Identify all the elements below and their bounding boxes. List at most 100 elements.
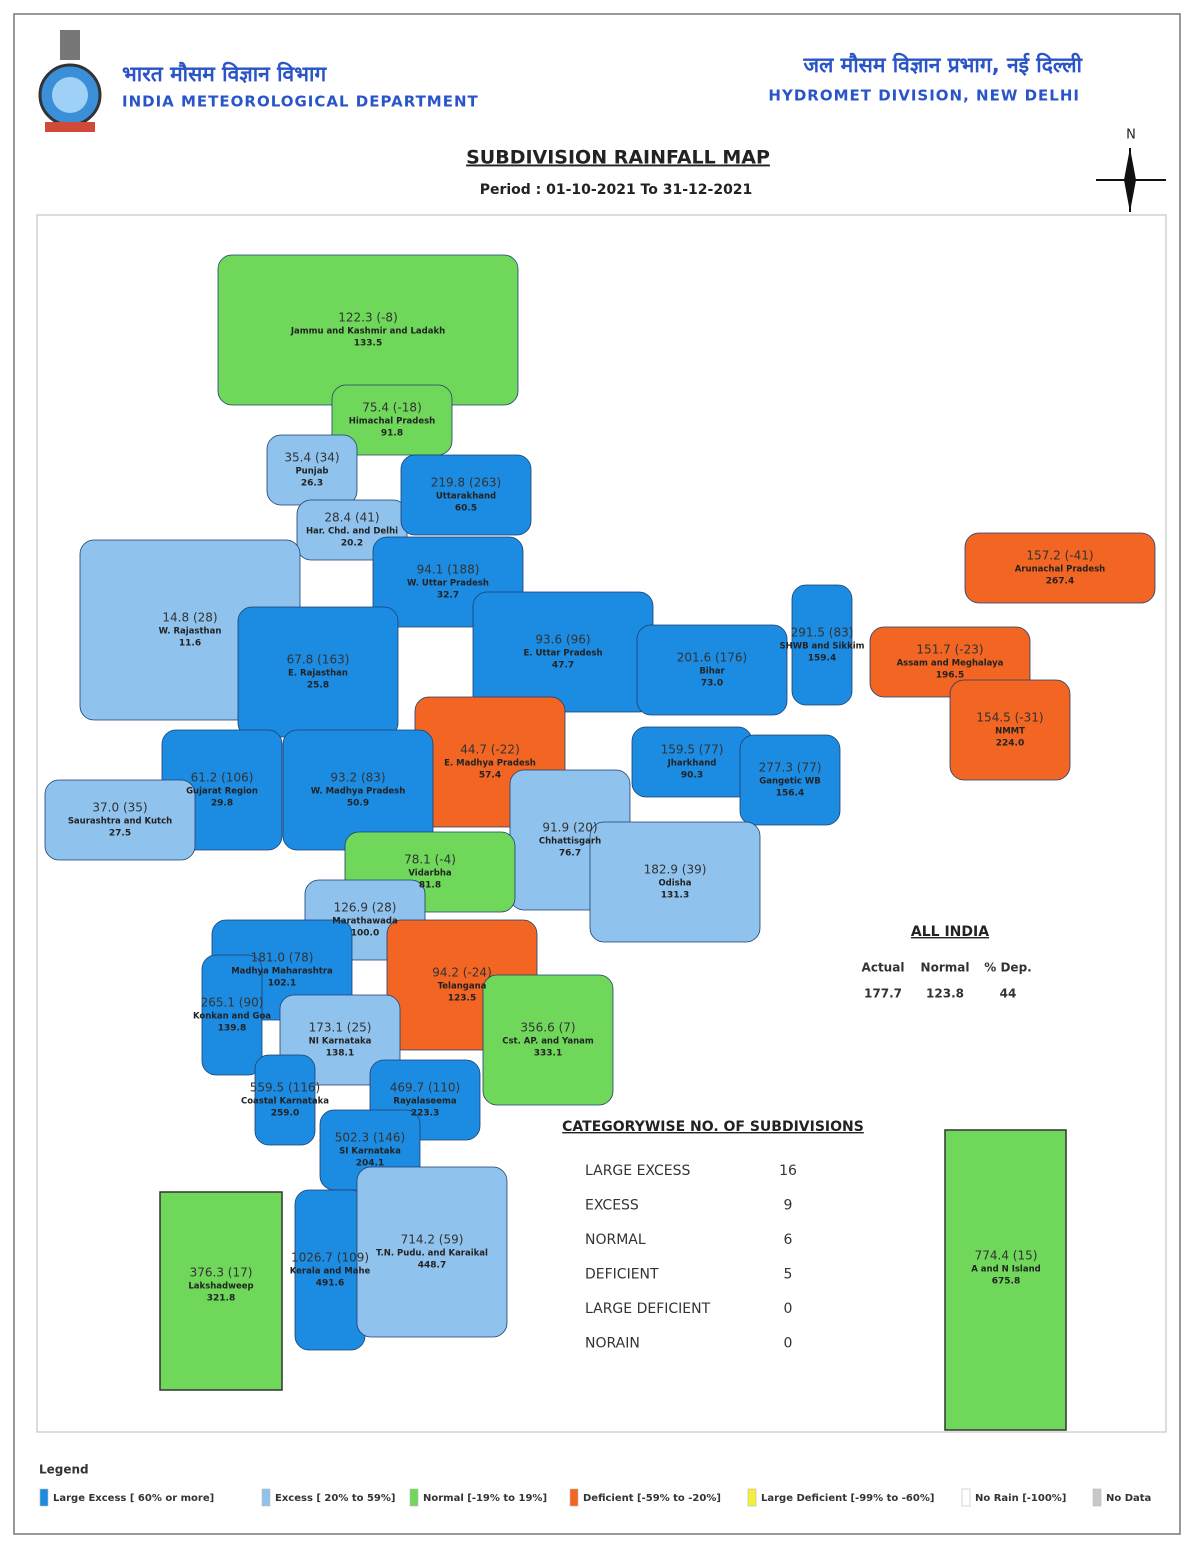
subdivision-stat: 157.2 (-41) — [1026, 549, 1093, 563]
subdivision-stat: 93.6 (96) — [535, 633, 590, 647]
subdivision-name: Vidarbha — [408, 869, 451, 879]
subdivision-name: NI Karnataka — [309, 1037, 372, 1047]
map-frame — [36, 214, 1167, 1433]
subdivision-stat: 159.5 (77) — [661, 743, 724, 757]
subdivision-stat: 774.4 (15) — [975, 1249, 1038, 1263]
subdivision-region — [482, 974, 614, 1106]
subdivision-normal: 196.5 — [936, 671, 964, 681]
region-labels: 122.3 (-8) Jammu and Kashmir and Ladakh 13… — [68, 311, 1105, 1304]
imd-logo — [38, 30, 102, 132]
subdivision-name: E. Uttar Pradesh — [523, 649, 602, 659]
legend-label: Normal [-19% to 19%] — [423, 1493, 547, 1504]
subdivision-normal: 223.3 — [411, 1109, 439, 1119]
subdivision-name: Jammu and Kashmir and Ladakh — [290, 327, 445, 337]
island-box — [944, 1129, 1067, 1431]
subdivision-stat: 126.9 (28) — [334, 901, 397, 915]
subdivision-stat: 94.1 (188) — [417, 563, 480, 577]
subdivision-region — [331, 384, 453, 456]
subdivision-name: Telangana — [438, 982, 487, 992]
subdivision-name: Har. Chd. and Delhi — [306, 527, 398, 537]
subdivision-normal: 91.8 — [381, 429, 403, 439]
subdivision-normal: 25.8 — [307, 681, 329, 691]
subdivision-name: Rayalaseema — [393, 1097, 456, 1107]
category-title: CATEGORYWISE NO. OF SUBDIVISIONS — [562, 1119, 864, 1135]
subdivision-name: Gangetic WB — [759, 777, 820, 787]
header-hindi-right: जल मौसम विज्ञान प्रभाग, नई दिल्ली — [803, 52, 1084, 77]
category-label: LARGE EXCESS — [585, 1163, 690, 1179]
subdivision-stat: 151.7 (-23) — [916, 643, 983, 657]
subdivision-normal: 60.5 — [455, 504, 477, 514]
subdivision-region — [254, 1054, 316, 1146]
subdivision-region — [589, 821, 761, 943]
legend-label: Excess [ 20% to 59%] — [275, 1493, 395, 1504]
category-count: 9 — [784, 1198, 793, 1214]
subdivision-name: W. Uttar Pradesh — [407, 579, 489, 589]
subdivision-stat: 714.2 (59) — [401, 1233, 464, 1247]
subdivision-name: Madhya Maharashtra — [231, 967, 333, 977]
subdivision-name: Saurashtra and Kutch — [68, 817, 172, 827]
subdivision-stat: 502.3 (146) — [335, 1131, 405, 1145]
subdivision-normal: 29.8 — [211, 799, 233, 809]
subdivision-stat: 28.4 (41) — [324, 511, 379, 525]
subdivision-normal: 100.0 — [351, 929, 379, 939]
page-frame — [13, 13, 1181, 1535]
subdivision-name: Lakshadweep — [188, 1282, 253, 1292]
subdivision-normal: 448.7 — [418, 1261, 446, 1271]
subdivision-name: NMMT — [995, 727, 1025, 737]
all-india-title: ALL INDIA — [911, 924, 989, 940]
subdivision-name: Assam and Meghalaya — [897, 659, 1004, 669]
subdivision-stat: 37.0 (35) — [92, 801, 147, 815]
all-india-header: Normal — [921, 961, 970, 975]
legend-swatch — [1092, 1488, 1102, 1507]
subdivision-stat: 94.2 (-24) — [432, 966, 492, 980]
legend: Large Excess [ 60% or more] Excess [ 20% … — [39, 1488, 1151, 1507]
legend-swatch — [261, 1488, 271, 1507]
subdivision-name: Chhattisgarh — [539, 837, 601, 847]
regions — [44, 254, 1156, 1431]
legend-label: Large Deficient [-99% to -60%] — [761, 1493, 934, 1504]
subdivision-stat: 181.0 (78) — [251, 951, 314, 965]
subdivision-normal: 159.4 — [808, 654, 836, 664]
subdivision-normal: 47.7 — [552, 661, 574, 671]
subdivision-stat: 291.5 (83) — [791, 626, 854, 640]
subdivision-region — [400, 454, 532, 536]
category-count: 0 — [784, 1336, 793, 1352]
subdivision-name: Uttarakhand — [436, 492, 496, 502]
subdivision-name: W. Rajasthan — [159, 627, 222, 637]
subdivision-stat: 61.2 (106) — [191, 771, 254, 785]
category-label: EXCESS — [585, 1198, 639, 1214]
subdivision-stat: 277.3 (77) — [759, 761, 822, 775]
subdivision-name: SI Karnataka — [339, 1147, 401, 1157]
category-label: NORAIN — [585, 1336, 640, 1352]
subdivision-stat: 219.8 (263) — [431, 476, 501, 490]
island-box — [159, 1191, 283, 1391]
subdivision-stat: 201.6 (176) — [677, 651, 747, 665]
subdivision-normal: 224.0 — [996, 739, 1024, 749]
category-count: 5 — [784, 1267, 793, 1283]
header-division: HYDROMET DIVISION, NEW DELHI — [768, 87, 1080, 105]
all-india-value: 44 — [1000, 987, 1017, 1001]
subdivision-region — [949, 679, 1071, 781]
category-label: LARGE DEFICIENT — [585, 1301, 711, 1317]
north-label: N — [1126, 128, 1136, 143]
subdivision-normal: 57.4 — [479, 771, 501, 781]
category-table: LARGE EXCESS 16 EXCESS 9 NORMAL 6 DEFICIENT 5 LA… — [585, 1163, 797, 1352]
subdivision-stat: 173.1 (25) — [309, 1021, 372, 1035]
subdivision-normal: 26.3 — [301, 479, 323, 489]
legend-label: No Rain [-100%] — [975, 1493, 1066, 1504]
header-hindi-left: भारत मौसम विज्ञान विभाग — [122, 61, 327, 86]
subdivision-stat: 1026.7 (109) — [291, 1251, 369, 1265]
map-title: SUBDIVISION RAINFALL MAP — [466, 147, 770, 169]
subdivision-normal: 131.3 — [661, 891, 689, 901]
category-count: 6 — [784, 1232, 793, 1248]
subdivision-stat: 559.5 (116) — [250, 1081, 320, 1095]
subdivision-name: E. Rajasthan — [288, 669, 348, 679]
all-india-value: 123.8 — [926, 987, 964, 1001]
subdivision-normal: 50.9 — [347, 799, 369, 809]
subdivision-normal: 76.7 — [559, 849, 581, 859]
subdivision-normal: 259.0 — [271, 1109, 299, 1119]
subdivision-name: Marathawada — [332, 917, 398, 927]
legend-swatch — [961, 1488, 971, 1507]
subdivision-stat: 376.3 (17) — [190, 1266, 253, 1280]
subdivision-normal: 156.4 — [776, 789, 804, 799]
